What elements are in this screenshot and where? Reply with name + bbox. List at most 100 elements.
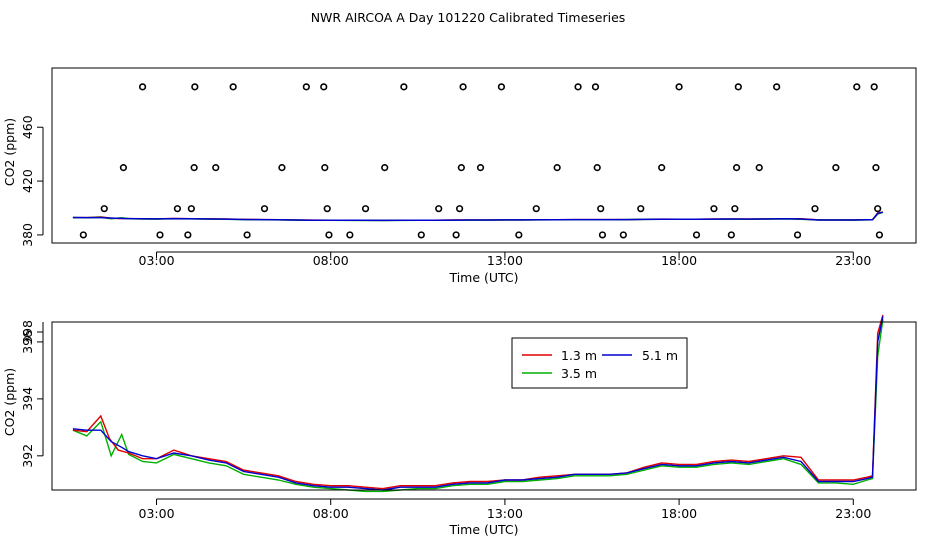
calibration-point xyxy=(832,164,840,172)
calibration-point xyxy=(731,205,739,213)
top-x-tick-label: 18:00 xyxy=(661,253,697,268)
top-x-axis: 03:00 08:00 13:00 18:00 23:00 xyxy=(139,251,871,268)
calibration-point xyxy=(597,205,605,213)
calibration-point xyxy=(452,231,460,239)
bottom-x-axis: 03:00 08:00 13:00 18:00 23:00 xyxy=(139,498,871,521)
top-panel: 03:00 08:00 13:00 18:00 23:00 380 420 460 Time… xyxy=(2,67,917,285)
calibration-point xyxy=(598,231,607,239)
series-line xyxy=(72,314,884,490)
calibration-point xyxy=(793,231,802,239)
legend-label-3-5m: 3.5 m xyxy=(561,366,597,381)
calibration-point xyxy=(325,231,333,239)
top-y-tick-label: 380 xyxy=(20,223,35,247)
bottom-x-axis-label: Time (UTC) xyxy=(448,522,518,537)
calibration-point xyxy=(675,83,683,91)
calibration-point xyxy=(619,231,627,239)
top-markers xyxy=(79,83,884,239)
calibration-point xyxy=(734,83,742,91)
calibration-point xyxy=(417,231,425,239)
calibration-point xyxy=(591,83,600,91)
calibration-point xyxy=(574,83,582,91)
legend-label-1-3m: 1.3 m xyxy=(561,348,597,363)
calibration-point xyxy=(381,164,389,172)
calibration-point xyxy=(872,164,880,172)
bottom-x-tick-label: 13:00 xyxy=(487,506,523,521)
top-x-axis-label: Time (UTC) xyxy=(448,270,518,285)
calibration-point xyxy=(870,83,878,91)
top-x-tick-label: 03:00 xyxy=(139,253,175,268)
bottom-x-tick-label: 03:00 xyxy=(139,506,175,521)
calibration-point xyxy=(302,83,310,91)
top-y-tick-label: 420 xyxy=(20,169,35,193)
calibration-point xyxy=(229,83,237,91)
series-line xyxy=(72,319,884,493)
calibration-point xyxy=(400,83,408,91)
calibration-point xyxy=(100,205,108,213)
calibration-point xyxy=(435,205,443,213)
calibration-point xyxy=(459,83,467,91)
top-x-tick-label: 08:00 xyxy=(313,253,349,268)
calibration-point xyxy=(532,205,540,213)
calibration-point xyxy=(187,205,195,213)
calibration-point xyxy=(278,164,286,172)
calibration-point xyxy=(710,205,718,213)
calibration-point xyxy=(184,231,192,239)
calibration-point xyxy=(323,205,331,213)
calibration-point xyxy=(497,83,506,91)
bottom-y-tick-label: 398 xyxy=(20,320,35,344)
calibration-point xyxy=(811,205,819,213)
bottom-y-tick-label: 396 xyxy=(20,330,35,354)
calibration-point xyxy=(320,83,328,91)
legend: 1.3 m 5.1 m 3.5 m xyxy=(511,337,688,389)
series-line xyxy=(72,316,884,491)
bottom-x-tick-label: 23:00 xyxy=(835,506,871,521)
top-y-axis: 380 420 460 xyxy=(20,115,44,247)
calibration-point xyxy=(853,83,861,91)
bottom-y-tick-label: 394 xyxy=(20,387,35,411)
bottom-y-tick-label: 392 xyxy=(20,444,35,468)
calibration-point xyxy=(243,231,251,239)
calibration-point xyxy=(260,205,269,213)
calibration-point xyxy=(361,205,370,213)
calibration-point xyxy=(553,164,561,172)
calibration-point xyxy=(727,231,735,239)
calibration-point xyxy=(346,231,354,239)
calibration-point xyxy=(119,164,128,172)
calibration-point xyxy=(173,205,182,213)
calibration-point xyxy=(156,231,164,239)
top-x-tick-label: 13:00 xyxy=(487,253,523,268)
chart-title: NWR AIRCOA A Day 101220 Calibrated Times… xyxy=(311,10,626,25)
calibration-point xyxy=(457,164,465,172)
calibration-point xyxy=(476,164,485,172)
calibration-point xyxy=(138,83,147,91)
top-y-axis-label: CO2 (ppm) xyxy=(2,118,17,186)
top-series-lines xyxy=(72,211,884,222)
calibration-point xyxy=(773,83,781,91)
bottom-x-tick-label: 08:00 xyxy=(313,506,349,521)
calibration-point xyxy=(212,164,220,172)
top-series-line xyxy=(72,211,884,222)
bottom-y-axis-label: CO2 (ppm) xyxy=(2,368,17,436)
legend-label-5-1m: 5.1 m xyxy=(642,348,678,363)
calibration-point xyxy=(755,164,763,172)
top-x-tick-label: 23:00 xyxy=(835,253,871,268)
legend-box xyxy=(511,337,688,389)
calibration-point xyxy=(637,205,645,213)
calibration-point xyxy=(692,231,701,239)
calibration-point xyxy=(732,164,741,172)
bottom-x-tick-label: 18:00 xyxy=(661,506,697,521)
calibration-point xyxy=(515,231,523,239)
calibration-point xyxy=(593,164,601,172)
calibration-point xyxy=(321,164,329,172)
calibration-point xyxy=(875,231,884,239)
calibration-point xyxy=(191,83,199,91)
top-y-tick-label: 460 xyxy=(20,115,35,139)
calibration-point xyxy=(79,231,87,239)
calibration-point xyxy=(456,205,464,213)
bottom-plot-frame xyxy=(51,321,917,491)
calibration-point xyxy=(190,164,198,172)
top-plot-frame xyxy=(51,67,917,244)
